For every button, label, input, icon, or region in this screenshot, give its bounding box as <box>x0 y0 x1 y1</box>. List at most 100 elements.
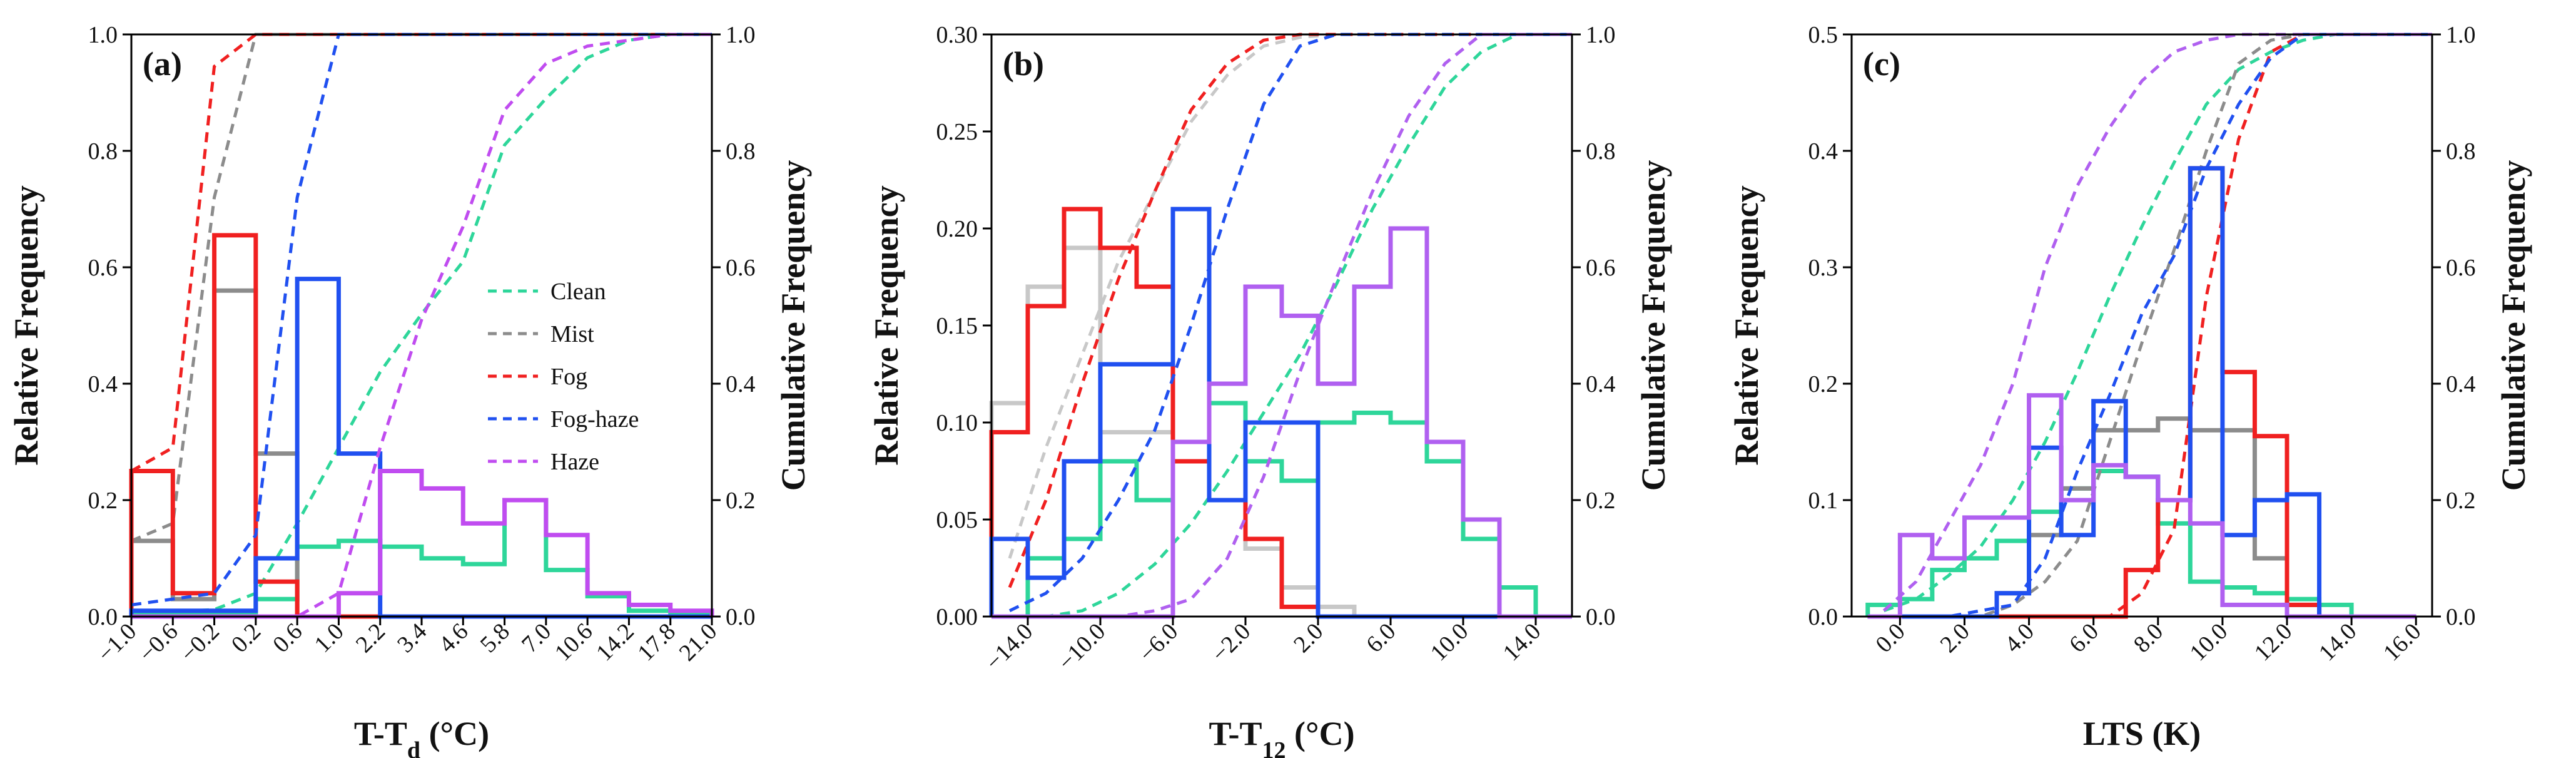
y-axis-label-left: Relative Frequency <box>8 185 45 465</box>
legend-label-haze: Haze <box>550 449 599 475</box>
series-haze <box>131 33 714 619</box>
histogram-mist <box>1867 416 2416 619</box>
y-tick-label-right: 0.4 <box>2446 371 2476 397</box>
legend-label-fog: Fog <box>550 364 587 390</box>
y-tick-label-left: 0.4 <box>88 371 118 397</box>
y-axis-label-left: Relative Frequency <box>1728 185 1765 465</box>
x-axis-label-main: T-T <box>1209 715 1262 752</box>
histogram-mist <box>129 288 712 619</box>
x-tick-label: 0.0 <box>1870 618 1910 658</box>
x-tick-label: 6.0 <box>1361 618 1401 658</box>
x-tick-label: 10.0 <box>1426 618 1474 667</box>
panel-2: 0.00 0.05 0.10 0.15 0.20 0.25 0.30 0.0 0.2 0.4 0.6… <box>868 22 1672 758</box>
series-fog-haze <box>129 33 712 619</box>
y-tick-label-right: 0.4 <box>726 371 756 397</box>
y-tick-label-right: 0.2 <box>2446 488 2476 514</box>
x-tick-label: 21.0 <box>674 618 723 667</box>
x-tick-label: −2.0 <box>1207 618 1255 667</box>
y-tick-label-left: 0.5 <box>1808 22 1838 48</box>
y-tick-label-right: 0.8 <box>2446 138 2476 165</box>
cdf-line-mist <box>131 33 712 543</box>
y-tick-label-left: 0.00 <box>936 604 978 630</box>
legend-label-clean: Clean <box>550 279 606 305</box>
x-axis-label: LTS (K) <box>2083 715 2201 752</box>
x-tick-label: 10.6 <box>550 618 598 667</box>
y-tick-label-left: 0.4 <box>1808 138 1838 165</box>
x-tick-label: 4.0 <box>2000 618 2039 658</box>
x-tick-label: 14.2 <box>591 618 639 667</box>
x-tick-label: 14.0 <box>2314 618 2362 667</box>
x-tick-label: 6.0 <box>2064 618 2104 658</box>
y-tick-label-right: 0.8 <box>1586 138 1616 165</box>
histogram-fog <box>989 207 1572 619</box>
histogram-haze <box>1867 393 2416 619</box>
plot-frame <box>130 33 713 618</box>
x-axis-label: T-Td (°C) <box>354 715 489 758</box>
y-tick-label-right: 0.0 <box>1586 604 1616 630</box>
histogram-clean <box>1865 469 2416 619</box>
cdf-line-mist <box>1008 33 1572 559</box>
y-tick-label-left: 0.15 <box>936 313 978 339</box>
x-tick-label: −14.0 <box>980 618 1038 676</box>
histogram-haze <box>131 469 714 619</box>
y-tick-label-right: 0.6 <box>2446 255 2476 281</box>
series-fog-haze <box>1867 33 2432 619</box>
series-clean <box>129 33 714 617</box>
series-clean <box>1865 33 2432 619</box>
y-axis-label-left: Relative Frequency <box>868 185 905 465</box>
series-mist <box>1867 33 2432 619</box>
legend: Clean Mist Fog Fog-haze Haze <box>488 279 639 475</box>
x-tick-label: 16.0 <box>2378 618 2426 667</box>
y-tick-label-right: 0.2 <box>1586 488 1616 514</box>
x-tick-label: 2.2 <box>351 618 390 658</box>
plot-frame <box>990 33 1573 618</box>
y-tick-label-left: 1.0 <box>88 22 118 48</box>
x-axis-label-main: T-T <box>354 715 407 752</box>
series-fog-haze <box>989 33 1572 619</box>
y-tick-label-right: 1.0 <box>726 22 756 48</box>
panel-3: 0.0 0.1 0.2 0.3 0.4 0.5 0.0 0.2 0.4 0.6 0.8 1.0 0.0 2… <box>1728 22 2532 752</box>
x-tick-label: 7.0 <box>517 618 556 658</box>
x-axis-label-subscript: 12 <box>1262 737 1286 758</box>
series-fog <box>129 33 712 619</box>
x-tick-label: 5.8 <box>475 618 515 658</box>
x-axis-label-unit: (°C) <box>1286 715 1355 752</box>
x-axis-label-unit: (°C) <box>420 715 489 752</box>
x-tick-label: 2.0 <box>1935 618 1975 658</box>
legend-label-fog-haze: Fog-haze <box>550 406 639 433</box>
series-haze <box>991 33 1572 619</box>
y-tick-label-left: 0.05 <box>936 507 978 533</box>
x-tick-label: 8.0 <box>2129 618 2168 658</box>
panel-label: (b) <box>1003 45 1044 83</box>
y-tick-label-right: 0.6 <box>726 255 756 281</box>
x-tick-label: 17.8 <box>632 618 681 667</box>
y-tick-label-right: 1.0 <box>2446 22 2476 48</box>
y-tick-label-left: 0.25 <box>936 119 978 145</box>
x-tick-label: 4.6 <box>434 618 473 658</box>
y-axis-label-right: Cumulative Frequency <box>1635 160 1672 491</box>
y-tick-label-left: 0.2 <box>88 488 118 514</box>
panel-label: (c) <box>1863 45 1900 83</box>
y-tick-label-left: 0.8 <box>88 138 118 165</box>
x-tick-label: −0.2 <box>175 618 224 667</box>
x-axis-label-subscript: d <box>407 737 420 758</box>
x-tick-label: 1.0 <box>310 618 349 658</box>
cdf-line-haze <box>1010 33 1572 618</box>
panel-label: (a) <box>143 45 182 83</box>
histogram-clean <box>129 498 714 617</box>
x-axis-label-main: LTS (K) <box>2083 715 2201 752</box>
x-tick-label: −0.6 <box>134 618 183 667</box>
x-tick-label: 0.2 <box>226 618 266 658</box>
series-clean <box>991 33 1572 619</box>
y-tick-label-left: 0.20 <box>936 216 978 242</box>
cdf-line-clean <box>1883 33 2432 613</box>
x-tick-label: −6.0 <box>1134 618 1183 667</box>
panel-1: 0.00.20.40.60.81.00.00.20.40.60.81.0−1.0… <box>8 22 812 758</box>
y-tick-label-left: 0.0 <box>88 604 118 630</box>
y-tick-label-left: 0.0 <box>1808 604 1838 630</box>
y-axis-label-right: Cumulative Frequency <box>774 160 812 491</box>
histogram-fog <box>1867 166 2416 619</box>
cdf-line-fog <box>1008 33 1572 588</box>
x-tick-label: 3.4 <box>392 618 432 658</box>
